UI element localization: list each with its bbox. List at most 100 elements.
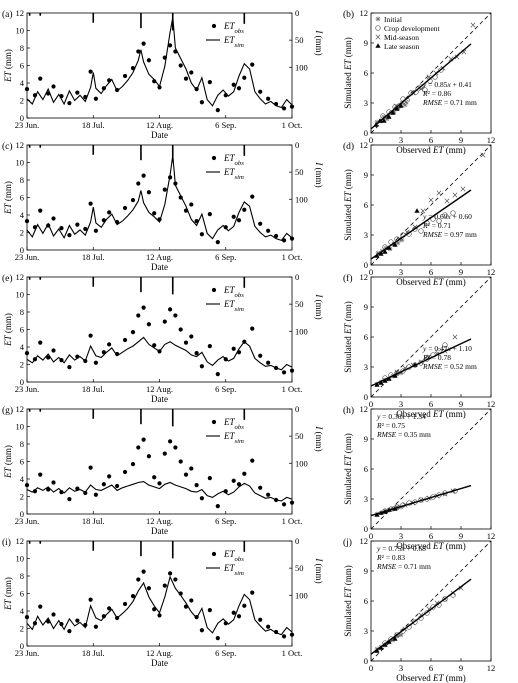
triangle-marker	[378, 251, 384, 256]
et-obs-point	[215, 240, 220, 245]
et-obs-point	[38, 208, 43, 213]
fit-equation: y = 0.47x + 1.10	[422, 344, 472, 353]
x-tick-label: 3	[399, 267, 403, 277]
et-obs-point	[168, 43, 173, 48]
y-tick-label: 2	[20, 360, 24, 370]
y-tick-label: 9	[364, 566, 368, 576]
circle-marker	[388, 636, 394, 642]
y-tick-label: 9	[364, 38, 368, 48]
et-obs-point	[93, 96, 98, 101]
x-marker	[470, 22, 476, 28]
et-obs-point	[24, 351, 30, 356]
x-tick-label: 9	[459, 135, 463, 145]
panel-label: (f)	[343, 273, 353, 284]
et-obs-point	[215, 636, 220, 641]
rmse: RMSE = 0.71 mm	[376, 562, 431, 571]
legend-obs-marker	[211, 155, 217, 161]
x-tick-label: 3	[399, 663, 403, 673]
y2-tick-label: 0	[295, 8, 299, 18]
x-tick-label: 23 Jun.	[15, 252, 40, 262]
et-obs-point	[168, 439, 173, 444]
legend-sim-label: ETsim	[223, 431, 244, 445]
et-obs-point	[67, 365, 72, 370]
panel-label: (d)	[343, 141, 354, 152]
et-obs-point	[107, 210, 112, 215]
x-marker	[454, 54, 460, 60]
triangle-marker	[375, 43, 381, 48]
et-obs-point	[51, 348, 56, 353]
et-obs-point	[141, 41, 146, 46]
timeseries-panel-i: (i) 0 2 4 6 8 10 12 0 50 100 23 Jun. 18 Jul. 12 Aug. 6…	[2, 536, 324, 668]
et-obs-point	[173, 577, 178, 582]
r-squared: R² = 0.86	[422, 89, 451, 98]
et-sim-line	[26, 481, 293, 502]
et-obs-point	[88, 69, 93, 74]
y2-axis-label: I (mm)	[314, 29, 324, 55]
et-obs-point	[146, 454, 151, 459]
et-obs-point	[152, 607, 157, 612]
et-obs-point	[122, 601, 128, 607]
x-tick-label: 6	[429, 531, 433, 541]
timeseries-panel-e: (e) 0 2 4 6 8 10 12 0 50 100 23 Jun. 18 Jul. 12 Aug. 6…	[2, 272, 324, 404]
circle-marker	[450, 210, 456, 216]
stage-legend-label: Mid-season	[384, 33, 419, 42]
x-tick-label: 0	[369, 531, 373, 541]
et-obs-point	[266, 624, 271, 629]
y-tick-label: 4	[20, 78, 25, 88]
panel-label: (e)	[2, 273, 13, 284]
x-tick-label: 12	[487, 267, 496, 277]
circle-marker	[442, 212, 448, 218]
scatter-panel-d: (d) 00 3 3 6 6 9 9 12 12 Observed ET (mm) Simulated…	[343, 140, 495, 287]
circle-marker	[442, 342, 448, 348]
et-obs-point	[231, 214, 236, 219]
x-tick-label: 6 Sep.	[215, 120, 236, 130]
regression-line	[370, 484, 472, 517]
et-obs-point	[183, 76, 189, 81]
et-obs-point	[141, 437, 146, 442]
et-obs-point	[162, 451, 167, 456]
rmse: RMSE = 0.71 mm	[422, 98, 477, 107]
et-obs-point	[107, 606, 112, 611]
et-obs-point	[207, 344, 212, 349]
x-tick-label: 1 Oct.	[282, 120, 303, 130]
et-sim-line	[26, 155, 293, 242]
et-obs-point	[199, 496, 204, 501]
et-obs-point	[141, 173, 146, 178]
triangle-marker	[398, 103, 404, 108]
y-axis-label: Simulated ET (mm)	[343, 565, 353, 637]
et-obs-point	[199, 364, 204, 369]
asterisk-marker	[384, 116, 390, 122]
x-axis-label: Observed ET (mm)	[396, 541, 466, 551]
circle-marker	[436, 218, 442, 224]
y-tick-label: 0	[20, 245, 24, 255]
x-marker	[420, 208, 426, 214]
fit-equation: y = 0.30x + 1.34	[376, 412, 426, 421]
y-tick-label: 4	[20, 474, 25, 484]
x-tick-label: 23 Jun.	[15, 648, 40, 658]
x-marker	[428, 197, 434, 203]
et-obs-point	[281, 502, 287, 507]
et-obs-point	[130, 594, 136, 599]
et-obs-point	[24, 87, 30, 92]
fit-equation: y = 0.75x + 0.68	[376, 544, 426, 553]
x-tick-label: 12 Aug.	[146, 120, 173, 130]
y-axis-label: ET (mm)	[3, 49, 13, 83]
et-obs-point	[101, 614, 106, 619]
y2-tick-label: 50	[295, 431, 304, 441]
triangle-marker	[392, 242, 398, 247]
et-obs-point	[289, 104, 295, 109]
et-obs-point	[141, 305, 146, 310]
et-obs-point	[266, 360, 271, 365]
et-obs-point	[107, 342, 112, 347]
y2-tick-label: 100	[295, 326, 308, 336]
et-obs-point	[250, 194, 255, 199]
et-obs-point	[157, 613, 162, 618]
et-obs-point	[152, 211, 157, 216]
et-obs-point	[136, 49, 141, 54]
x-tick-label: 1 Oct.	[282, 516, 303, 526]
x-tick-label: 9	[459, 663, 463, 673]
et-obs-point	[162, 187, 167, 192]
et-obs-point	[67, 233, 72, 238]
y-tick-label: 3	[364, 494, 368, 504]
triangle-marker	[381, 118, 387, 123]
